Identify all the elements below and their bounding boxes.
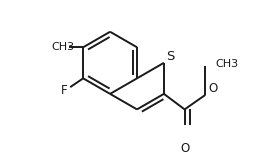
Text: O: O — [208, 82, 217, 95]
Text: F: F — [61, 84, 68, 97]
Text: S: S — [166, 50, 174, 63]
Text: CH3: CH3 — [51, 42, 74, 52]
Text: CH3: CH3 — [216, 59, 239, 69]
Text: O: O — [180, 142, 189, 155]
